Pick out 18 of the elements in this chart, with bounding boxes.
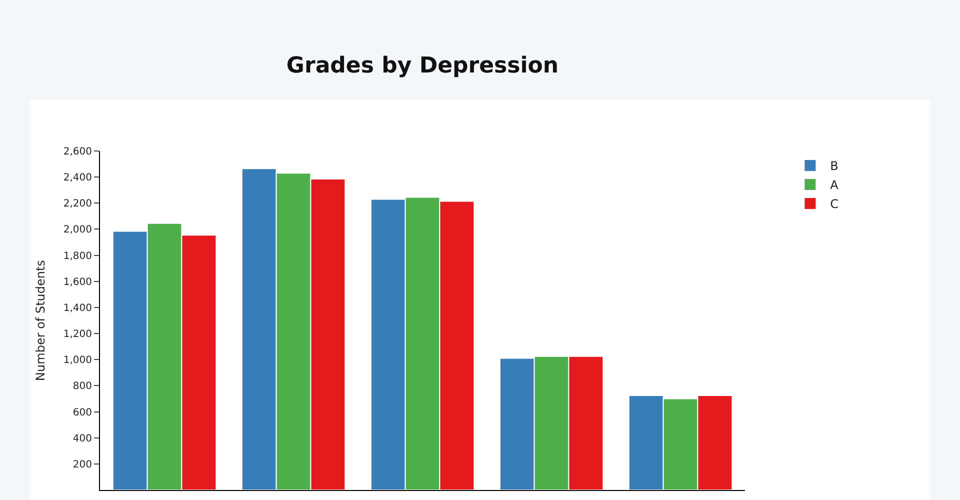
y-tick-label: 600 bbox=[72, 407, 92, 418]
y-tick-label: 2,200 bbox=[63, 198, 92, 210]
y-tick-label: 1,400 bbox=[63, 302, 92, 314]
y-tick-label: 1,800 bbox=[63, 250, 92, 262]
y-tick-label: 1,000 bbox=[63, 355, 92, 366]
y-tick-label: 200 bbox=[72, 459, 92, 470]
legend-label: C bbox=[830, 197, 839, 212]
chart-title: Grades by Depression bbox=[286, 54, 559, 79]
y-tick-label: 2,400 bbox=[63, 172, 92, 184]
y-tick-label: 400 bbox=[72, 433, 92, 444]
y-tick-label: 800 bbox=[72, 381, 92, 392]
y-axis-title: Number of Students bbox=[34, 260, 48, 381]
legend-label: B bbox=[830, 159, 838, 174]
legend-label: A bbox=[830, 178, 840, 192]
y-tick-label: 1,600 bbox=[63, 276, 92, 288]
y-tick-label: 2,000 bbox=[63, 224, 92, 236]
y-tick-label: 1,200 bbox=[63, 329, 92, 340]
y-tick-label: 2,600 bbox=[63, 146, 92, 158]
